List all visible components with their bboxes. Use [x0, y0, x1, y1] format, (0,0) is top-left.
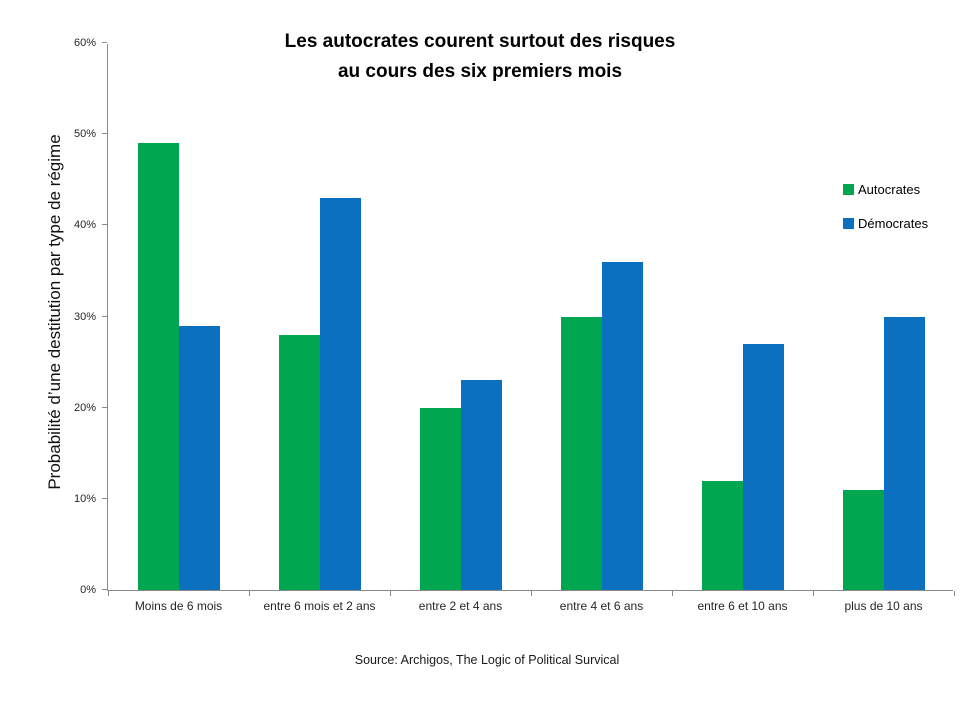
x-axis-tick: [249, 591, 250, 596]
bar-autocrates: [419, 407, 461, 590]
y-axis-tick: [102, 315, 107, 317]
chart-title-line1: Les autocrates courent surtout des risqu…: [284, 31, 676, 52]
x-axis-category-label: entre 4 et 6 ans: [559, 599, 644, 613]
plot-area: 0% 10% 20% 30% 40% 50% 60% Moins de 6 mois entre…: [74, 37, 955, 613]
y-axis-tick: [102, 42, 107, 43]
bar-democrates: [319, 197, 361, 590]
chart-title-line2: au cours des six premiers mois: [337, 61, 623, 82]
y-axis-tick-label: 40%: [73, 219, 96, 232]
bar-autocrates: [137, 143, 179, 590]
y-axis-tick-label: 30%: [73, 310, 96, 323]
legend-label: Autocrates: [858, 182, 921, 197]
x-axis-category-label: entre 6 mois et 2 ans: [263, 599, 376, 613]
bar-autocrates: [278, 334, 320, 590]
bar-democrates: [178, 325, 220, 590]
bar-group-entre-2-et-4-ans: [390, 44, 531, 590]
bar-democrates: [883, 316, 925, 590]
x-axis-category-label: entre 6 et 10 ans: [697, 599, 788, 613]
bar-democrates: [742, 343, 784, 590]
legend-item-democrates: Démocrates: [843, 213, 928, 234]
y-axis-tick-label: 60%: [73, 37, 96, 49]
chart-title: Les autocrates courent surtout des risqu…: [160, 27, 800, 87]
y-axis-tick: [102, 224, 107, 226]
x-axis-category-label: plus de 10 ans: [844, 599, 923, 613]
y-axis-tick-label: 20%: [73, 401, 96, 414]
x-axis-tick: [954, 591, 955, 596]
legend-label: Démocrates: [858, 216, 929, 231]
bar-democrates: [460, 380, 502, 590]
bar-group-entre-4-et-6-ans: [531, 44, 672, 590]
y-axis-tick-label: 50%: [73, 128, 96, 141]
legend-item-autocrates: Autocrates: [843, 179, 928, 200]
x-axis-category-label: Moins de 6 mois: [134, 599, 223, 613]
y-axis-tick-label: 10%: [73, 492, 96, 505]
x-axis-tick: [813, 591, 814, 596]
x-axis-tick: [108, 591, 109, 596]
bar-group-entre-6-mois-et-2-ans: [249, 44, 390, 590]
legend: Autocrates Démocrates: [843, 179, 928, 247]
bar-democrates: [601, 261, 643, 590]
y-axis-tick: [102, 133, 107, 135]
bar-autocrates: [701, 480, 743, 590]
x-axis-tick: [390, 591, 391, 596]
x-axis-tick: [531, 591, 532, 596]
legend-swatch-autocrates: [843, 184, 854, 195]
y-axis-tick: [102, 589, 107, 590]
bar-group-plus-de-10-ans: [813, 44, 954, 590]
bar-autocrates: [560, 316, 602, 590]
y-axis-tick: [102, 406, 107, 408]
y-axis-tick-label: 0%: [80, 584, 96, 596]
bar-group-entre-6-et-10-ans: [672, 44, 813, 590]
bar-autocrates: [842, 489, 884, 590]
bar-group-moins-de-6-mois: [108, 44, 249, 590]
source-note: Source: Archigos, The Logic of Political…: [354, 653, 620, 667]
y-axis-tick: [102, 497, 107, 499]
x-axis-category-label: entre 2 et 4 ans: [418, 599, 503, 613]
legend-swatch-democrates: [843, 218, 854, 229]
x-axis-tick: [672, 591, 673, 596]
